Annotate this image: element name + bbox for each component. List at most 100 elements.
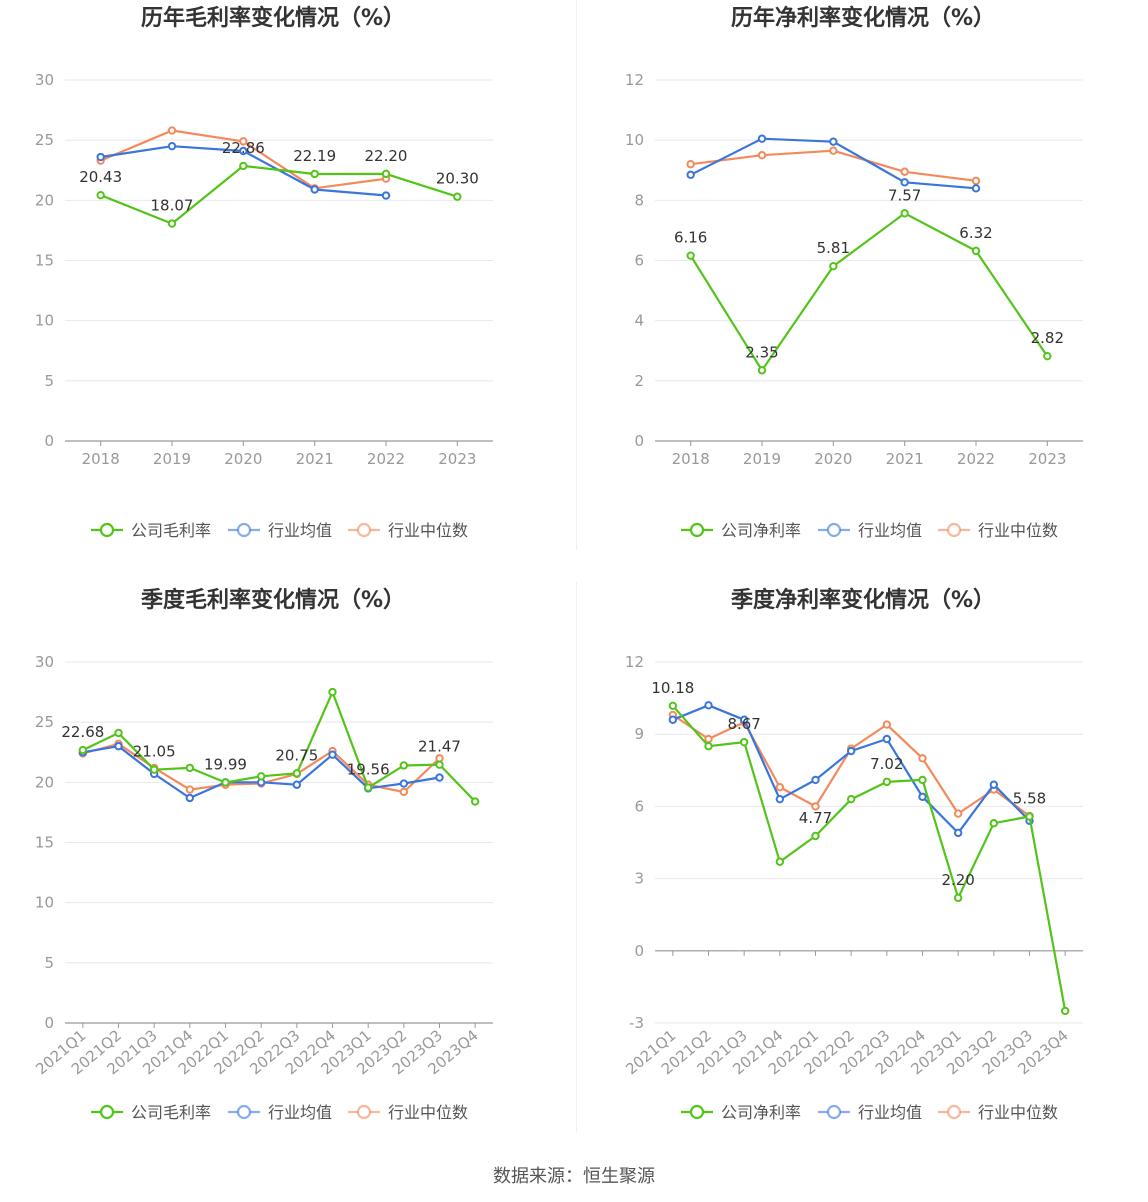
chart-title: 季度净利率变化情况（%） — [731, 587, 995, 613]
data-point-company — [435, 760, 444, 769]
chart-title: 历年净利率变化情况（%） — [731, 5, 995, 31]
data-point-avg — [775, 794, 785, 804]
chart-quarterly-gross-margin: 季度毛利率变化情况（%） 0 5 10 15 20 25 30 2021Q1 2021Q2 2021… — [0, 582, 574, 1164]
data-label: 4.77 — [799, 809, 832, 827]
y-tick-label: 20 — [35, 191, 54, 209]
legend-label: 行业中位数 — [978, 521, 1058, 540]
data-point-company — [1025, 812, 1034, 821]
data-label: 20.43 — [79, 168, 122, 186]
y-tick-label: 5 — [44, 372, 54, 390]
data-label: 2.82 — [1031, 329, 1064, 347]
data-point-median — [971, 176, 981, 185]
legend-label: 公司净利率 — [721, 1103, 801, 1122]
x-tick-label: 2022 — [957, 450, 995, 468]
legend-marker-median — [946, 1104, 962, 1120]
data-point-avg — [757, 134, 767, 143]
y-tick-label: -3 — [629, 1014, 644, 1032]
data-point-avg — [328, 750, 337, 759]
data-point-avg — [239, 146, 248, 156]
legend-label: 行业中位数 — [978, 1103, 1058, 1122]
data-point-company — [453, 192, 462, 201]
data-point-company — [149, 765, 159, 774]
data-point-company — [328, 687, 337, 697]
data-label: 7.57 — [888, 186, 921, 204]
data-point-median — [757, 151, 767, 160]
data-point-avg — [96, 152, 105, 162]
y-tick-label: 25 — [35, 713, 54, 731]
y-tick-label: 30 — [35, 71, 54, 89]
chart-svg: 季度毛利率变化情况（%）0510152025302021Q12021Q22021… — [32, 587, 493, 1122]
data-point-company — [96, 190, 105, 200]
data-point-company — [1043, 351, 1052, 361]
y-tick-label: 4 — [634, 312, 644, 330]
y-tick-label: 30 — [35, 653, 54, 671]
legend-marker-company — [689, 1104, 705, 1120]
data-point-company — [971, 246, 981, 256]
x-tick-label: 2023 — [438, 450, 476, 468]
legend-marker-company — [99, 1104, 115, 1120]
data-label: 22.86 — [222, 139, 265, 157]
data-label: 22.20 — [365, 147, 408, 165]
legend-label: 行业均值 — [268, 521, 332, 540]
y-tick-label: 15 — [35, 252, 54, 270]
data-label: 5.81 — [817, 239, 850, 257]
data-label: 22.19 — [293, 147, 336, 165]
data-point-company — [918, 775, 927, 785]
data-point-avg — [953, 828, 963, 838]
data-label: 21.47 — [418, 738, 461, 756]
y-tick-label: 0 — [634, 432, 644, 450]
legend-label: 公司毛利率 — [131, 521, 211, 540]
data-label: 19.56 — [347, 761, 390, 779]
data-point-median — [399, 787, 409, 797]
source-note: 数据来源：恒生聚源 — [493, 1166, 655, 1187]
data-point-company — [363, 783, 373, 792]
data-point-company — [829, 262, 838, 271]
data-point-company — [704, 742, 713, 751]
x-tick-label: 2021 — [296, 450, 334, 468]
y-tick-label: 8 — [634, 191, 644, 209]
data-point-company — [470, 797, 480, 806]
data-point-avg — [686, 170, 695, 179]
data-point-company — [757, 366, 767, 375]
data-point-median — [918, 754, 927, 763]
y-tick-label: 0 — [44, 1014, 54, 1032]
y-tick-label: 10 — [625, 131, 644, 149]
data-point-company — [989, 819, 999, 828]
data-point-company — [739, 737, 749, 747]
legend-marker-avg — [826, 522, 842, 538]
data-point-company — [399, 761, 409, 770]
x-tick-label: 2022 — [367, 450, 405, 468]
data-point-avg — [971, 184, 981, 193]
data-point-company — [167, 219, 177, 228]
y-tick-label: 12 — [625, 653, 644, 671]
data-point-median — [882, 720, 892, 729]
data-point-company — [221, 778, 230, 787]
data-point-company — [292, 769, 302, 778]
x-tick-label: 2020 — [224, 450, 262, 468]
data-point-avg — [704, 701, 713, 710]
data-point-company — [381, 169, 391, 179]
data-point-median — [829, 146, 838, 155]
legend-label: 行业均值 — [858, 521, 922, 540]
legend-marker-median — [946, 522, 962, 538]
data-point-median — [704, 734, 713, 744]
data-label: 21.05 — [133, 743, 176, 761]
series-line-avg — [672, 704, 1031, 834]
data-point-median — [900, 167, 909, 176]
data-point-avg — [435, 773, 444, 782]
data-point-median — [239, 137, 248, 146]
data-label: 20.75 — [275, 746, 318, 764]
legend-label: 行业中位数 — [388, 1103, 468, 1122]
legend-marker-avg — [236, 522, 252, 538]
data-label: 18.07 — [151, 197, 194, 215]
data-point-company — [686, 251, 695, 260]
y-tick-label: 9 — [634, 725, 644, 743]
data-point-company — [846, 794, 856, 804]
data-point-avg — [846, 746, 856, 756]
chart-quarterly-net-margin: 季度净利率变化情况（%） -3 0 3 6 9 12 2021Q1 2021Q2 2021Q3 20… — [590, 582, 1148, 1164]
x-tick-label: 2019 — [743, 450, 781, 468]
data-point-company — [256, 772, 266, 781]
data-point-avg — [989, 780, 999, 789]
data-point-company — [239, 161, 248, 171]
data-point-avg — [381, 191, 391, 200]
